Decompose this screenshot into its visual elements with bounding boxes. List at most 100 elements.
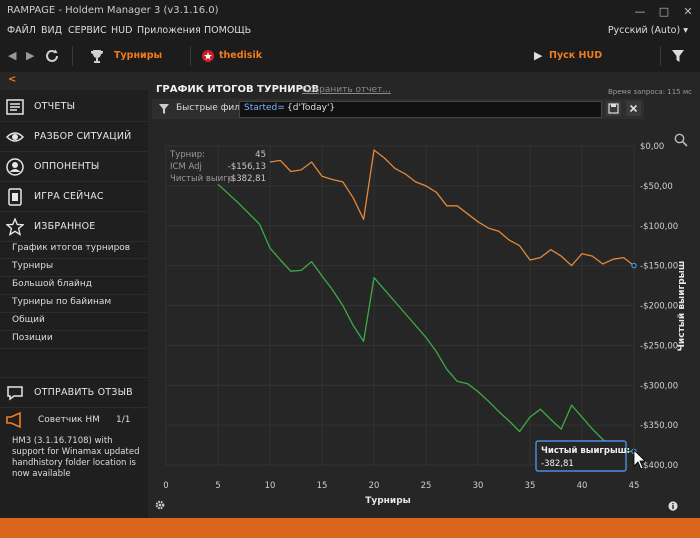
- sidebar: < ОТЧЕТЫ РАЗБОР СИТУАЦИЙ ОППОНЕНТЫ ИГРА …: [0, 72, 148, 518]
- y-tick-label: -$150,00: [640, 262, 678, 272]
- menu-apps[interactable]: Приложения: [137, 25, 201, 36]
- advisor-message: HM3 (3.1.16.7108) with support for Winam…: [12, 436, 140, 479]
- save-report-link[interactable]: Сохранить отчет...: [302, 85, 391, 95]
- floppy-icon: [608, 103, 619, 114]
- trophy-icon[interactable]: [89, 48, 105, 64]
- refresh-icon[interactable]: [43, 47, 61, 65]
- sidebar-item-label: РАЗБОР СИТУАЦИЙ: [34, 131, 132, 142]
- sidebar-item-label: ИЗБРАННОЕ: [34, 221, 96, 232]
- back-arrow-icon[interactable]: ◀: [8, 49, 17, 62]
- y-axis-title: Чистый выигрыш: [677, 261, 687, 352]
- y-tick-label: -$50,00: [640, 182, 673, 192]
- net-won-series-line: [217, 183, 634, 453]
- pokerstars-icon: [202, 50, 214, 62]
- clear-filter-button[interactable]: [626, 101, 641, 116]
- sidebar-item-label: ОТЧЕТЫ: [34, 101, 76, 112]
- sidebar-item-opponents[interactable]: ОППОНЕНТЫ: [0, 152, 148, 182]
- legend-label-icm: ICM Adj: [170, 162, 202, 172]
- sidebar-subitem-tournaments[interactable]: Турниры: [0, 258, 148, 277]
- menu-bar: ФАЙЛ ВИД СЕРВИС HUD Приложения ПОМОЩЬ Ру…: [0, 22, 700, 40]
- sidebar-item-reports[interactable]: ОТЧЕТЫ: [0, 92, 148, 122]
- chevron-left-icon[interactable]: <: [8, 74, 17, 85]
- advisor-panel: Советчик HM 1/1 HM3 (3.1.16.7108) with s…: [0, 408, 148, 488]
- play-icon[interactable]: ▶: [534, 49, 543, 62]
- forward-arrow-icon[interactable]: ▶: [26, 49, 35, 62]
- info-icon[interactable]: [668, 501, 678, 511]
- legend-value-icm: -$156,13: [228, 162, 266, 172]
- quick-filter-label: Быстрые фильт: [176, 103, 251, 113]
- legend-value-net: -$382,81: [228, 174, 266, 184]
- hud-start-button[interactable]: Пуск HUD: [549, 50, 603, 61]
- advisor-count: 1/1: [116, 415, 131, 425]
- menu-hud[interactable]: HUD: [111, 25, 133, 36]
- menu-view[interactable]: ВИД: [41, 25, 63, 36]
- x-tick-label: 20: [369, 481, 380, 491]
- icm-adj-series-line: [269, 149, 635, 267]
- reports-icon: [6, 99, 24, 115]
- legend-label-net: Чистый выигр: [170, 174, 233, 184]
- series-end-marker: [631, 262, 637, 269]
- menu-service[interactable]: СЕРВИС: [68, 25, 107, 36]
- advisor-title: Советчик HM: [38, 415, 100, 425]
- sidebar-subitem-buyins[interactable]: Турниры по байинам: [0, 294, 148, 313]
- y-tick-label: -$300,00: [640, 381, 678, 391]
- sidebar-collapse[interactable]: <: [0, 72, 148, 90]
- sidebar-item-live-game[interactable]: ИГРА СЕЙЧАС: [0, 182, 148, 212]
- tournaments-tab[interactable]: Турниры: [114, 50, 163, 61]
- chart-tooltip: Чистый выигрыш: -382,81: [535, 440, 630, 472]
- tournament-results-chart: 0 5 10 15 20 25 30 35 40 45 $0,00 -$50,00 -$100,00 -$…: [148, 120, 700, 518]
- sidebar-subitem-general[interactable]: Общий: [0, 312, 148, 331]
- y-tick-label: -$350,00: [640, 421, 678, 431]
- chat-bubble-icon: [7, 386, 23, 401]
- megaphone-icon: [6, 412, 21, 428]
- y-tick-label: -$100,00: [640, 222, 678, 232]
- gear-icon[interactable]: [155, 500, 165, 510]
- live-game-icon: [8, 188, 22, 206]
- sidebar-item-label: ИГРА СЕЙЧАС: [34, 191, 104, 202]
- y-tick-label: -$200,00: [640, 302, 678, 312]
- x-tick-label: 25: [421, 481, 432, 491]
- save-filter-button[interactable]: [606, 101, 621, 116]
- sidebar-item-situations[interactable]: РАЗБОР СИТУАЦИЙ: [0, 122, 148, 152]
- sidebar-subitem-positions[interactable]: Позиции: [0, 330, 148, 349]
- language-selector[interactable]: Русский (Auto) ▾: [607, 25, 688, 36]
- toolbar: ◀ ▶ Турниры thedisik ▶ Пуск HUD: [0, 40, 700, 72]
- star-icon: [6, 218, 24, 236]
- page-title: ГРАФИК ИТОГОВ ТУРНИРОВ: [156, 84, 320, 95]
- window-title: RAMPAGE - Holdem Manager 3 (v3.1.16.0): [7, 5, 219, 16]
- filter-icon[interactable]: [672, 50, 684, 63]
- x-tick-label: 0: [163, 481, 168, 491]
- quick-filter-input[interactable]: Started= {d'Today'}: [239, 101, 602, 118]
- x-tick-label: 30: [473, 481, 484, 491]
- x-tick-label: 35: [525, 481, 536, 491]
- chart-legend: Турнир: 45 ICM Adj -$156,13 Чистый выигр…: [169, 150, 266, 184]
- tooltip-label: Чистый выигрыш:: [541, 446, 630, 456]
- legend-label-tournament: Турнир:: [169, 150, 205, 160]
- sidebar-item-favorites[interactable]: ИЗБРАННОЕ: [0, 212, 148, 242]
- y-tick-label: -$250,00: [640, 341, 678, 351]
- opponents-icon: [6, 158, 24, 176]
- status-bar: [0, 518, 700, 538]
- sidebar-subitem-tournament-graph[interactable]: График итогов турниров: [0, 240, 148, 259]
- mouse-cursor-icon: [633, 449, 646, 470]
- x-tick-label: 15: [317, 481, 328, 491]
- filter-funnel-icon: [159, 104, 169, 114]
- close-icon[interactable]: ✕: [683, 4, 693, 18]
- title-bar: RAMPAGE - Holdem Manager 3 (v3.1.16.0) —…: [0, 0, 700, 22]
- y-tick-label: -$400,00: [640, 461, 678, 471]
- eye-icon: [6, 132, 24, 142]
- close-icon: [629, 104, 638, 113]
- zoom-icon[interactable]: [674, 133, 688, 147]
- legend-value-tournament: 45: [255, 150, 266, 160]
- menu-help[interactable]: ПОМОЩЬ: [204, 25, 252, 36]
- sidebar-subitem-big-blind[interactable]: Большой блайнд: [0, 276, 148, 295]
- menu-file[interactable]: ФАЙЛ: [7, 25, 36, 36]
- maximize-icon[interactable]: □: [658, 4, 670, 18]
- quick-filter-bar: Быстрые фильт Started= {d'Today'}: [152, 99, 644, 119]
- feedback-button[interactable]: ОТПРАВИТЬ ОТЗЫВ: [0, 377, 148, 408]
- x-tick-label: 40: [577, 481, 588, 491]
- minimize-icon[interactable]: —: [634, 4, 646, 18]
- player-name[interactable]: thedisik: [219, 50, 263, 61]
- tooltip-value: -382,81: [541, 459, 574, 469]
- x-tick-label: 5: [215, 481, 220, 491]
